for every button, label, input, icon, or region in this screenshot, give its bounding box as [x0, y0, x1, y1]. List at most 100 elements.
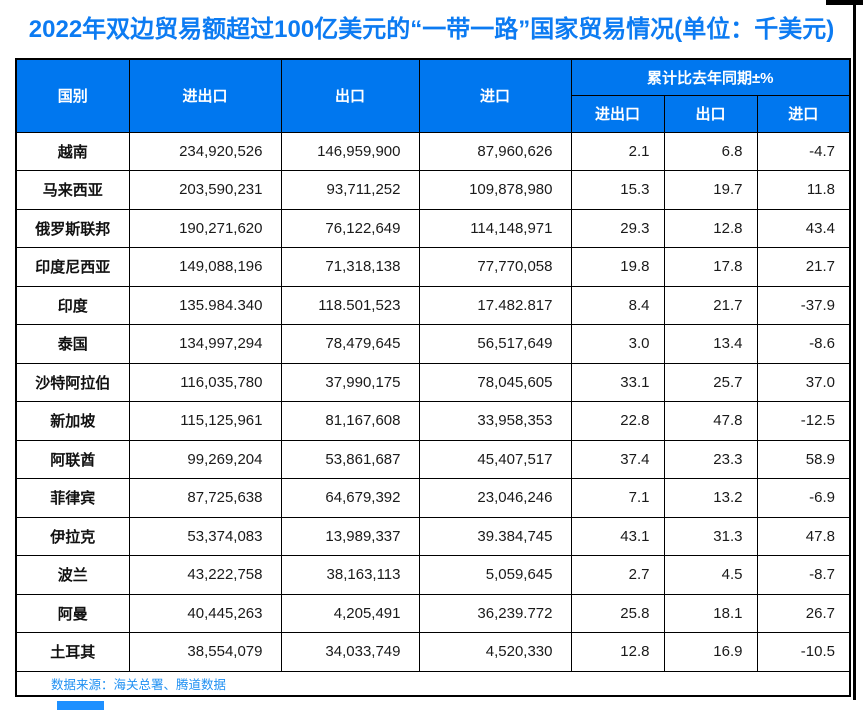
col-header-pct-total: 进出口	[570, 94, 665, 133]
table-row: 泰国 134,997,294 78,479,645 56,517,649 3.0…	[15, 324, 851, 364]
table-row: 印度 135.984.340 118.501,523 17.482.817 8.…	[15, 285, 851, 325]
pct-import-cell: -4.7	[756, 131, 851, 171]
pct-total-cell: 3.0	[570, 324, 665, 364]
pct-total-cell: 7.1	[570, 478, 665, 518]
pct-total-cell: 2.1	[570, 131, 665, 171]
country-cell: 印度尼西亚	[15, 247, 130, 287]
country-cell: 阿联酋	[15, 439, 130, 479]
pct-import-cell: 37.0	[756, 362, 851, 402]
table-row: 阿曼 40,445,263 4,205,491 36,239.772 25.8 …	[15, 593, 851, 633]
import-cell: 36,239.772	[418, 593, 572, 633]
total-trade-cell: 134,997,294	[128, 324, 282, 364]
pct-import-cell: -10.5	[756, 632, 851, 672]
country-cell: 沙特阿拉伯	[15, 362, 130, 402]
total-trade-cell: 53,374,083	[128, 516, 282, 556]
country-cell: 阿曼	[15, 593, 130, 633]
import-cell: 39.384,745	[418, 516, 572, 556]
import-cell: 23,046,246	[418, 478, 572, 518]
table-row: 印度尼西亚 149,088,196 71,318,138 77,770,058 …	[15, 247, 851, 287]
table-row: 马来西亚 203,590,231 93,711,252 109,878,980 …	[15, 170, 851, 210]
header-row-sub: 进出口 出口 进口	[16, 94, 851, 133]
col-header-country: 国别	[15, 58, 130, 133]
total-trade-cell: 234,920,526	[128, 131, 282, 171]
country-cell: 俄罗斯联邦	[15, 208, 130, 248]
pct-total-cell: 33.1	[570, 362, 665, 402]
table-row: 俄罗斯联邦 190,271,620 76,122,649 114,148,971…	[15, 208, 851, 248]
pct-total-cell: 22.8	[570, 401, 665, 441]
import-cell: 5,059,645	[418, 555, 572, 595]
data-source-note: 数据来源：海关总署、腾道数据	[15, 670, 851, 697]
pct-import-cell: 43.4	[756, 208, 851, 248]
bottom-left-blue-artifact	[57, 701, 104, 710]
pct-total-cell: 29.3	[570, 208, 665, 248]
country-cell: 越南	[15, 131, 130, 171]
col-header-pct-export: 出口	[663, 94, 758, 133]
import-cell: 45,407,517	[418, 439, 572, 479]
export-cell: 4,205,491	[280, 593, 420, 633]
pct-total-cell: 12.8	[570, 632, 665, 672]
pct-import-cell: 58.9	[756, 439, 851, 479]
table-row: 越南 234,920,526 146,959,900 87,960,626 2.…	[15, 131, 851, 171]
col-header-export: 出口	[280, 58, 420, 133]
col-header-total: 进出口	[128, 58, 282, 133]
screen-right-edge-line	[853, 0, 856, 700]
country-cell: 新加坡	[15, 401, 130, 441]
table-row: 沙特阿拉伯 116,035,780 37,990,175 78,045,605 …	[15, 362, 851, 402]
export-cell: 34,033,749	[280, 632, 420, 672]
pct-import-cell: 26.7	[756, 593, 851, 633]
pct-total-cell: 25.8	[570, 593, 665, 633]
pct-export-cell: 21.7	[663, 285, 758, 325]
total-trade-cell: 116,035,780	[128, 362, 282, 402]
import-cell: 109,878,980	[418, 170, 572, 210]
pct-import-cell: -12.5	[756, 401, 851, 441]
pct-total-cell: 15.3	[570, 170, 665, 210]
table-header: 国别 进出口 出口 进口 累计比去年同期±% 进出口 出口 进口	[15, 58, 851, 133]
export-cell: 53,861,687	[280, 439, 420, 479]
total-trade-cell: 40,445,263	[128, 593, 282, 633]
table-row: 波兰 43,222,758 38,163,113 5,059,645 2.7 4…	[15, 555, 851, 595]
pct-export-cell: 4.5	[663, 555, 758, 595]
pct-import-cell: -8.7	[756, 555, 851, 595]
country-cell: 波兰	[15, 555, 130, 595]
total-trade-cell: 43,222,758	[128, 555, 282, 595]
country-cell: 马来西亚	[15, 170, 130, 210]
table-footer: 数据来源：海关总署、腾道数据	[15, 670, 851, 697]
total-trade-cell: 135.984.340	[128, 285, 282, 325]
pct-export-cell: 13.2	[663, 478, 758, 518]
import-cell: 4,520,330	[418, 632, 572, 672]
pct-import-cell: -6.9	[756, 478, 851, 518]
header-row-top: 国别 进出口 出口 进口 累计比去年同期±%	[15, 58, 851, 133]
import-cell: 114,148,971	[418, 208, 572, 248]
table-body: 越南 234,920,526 146,959,900 87,960,626 2.…	[15, 131, 851, 672]
pct-export-cell: 17.8	[663, 247, 758, 287]
pct-export-cell: 18.1	[663, 593, 758, 633]
pct-import-cell: 47.8	[756, 516, 851, 556]
screen-top-right-block	[826, 0, 863, 5]
pct-export-cell: 23.3	[663, 439, 758, 479]
table-row: 新加坡 115,125,961 81,167,608 33,958,353 22…	[15, 401, 851, 441]
import-cell: 17.482.817	[418, 285, 572, 325]
total-trade-cell: 87,725,638	[128, 478, 282, 518]
pct-export-cell: 25.7	[663, 362, 758, 402]
export-cell: 37,990,175	[280, 362, 420, 402]
import-cell: 87,960,626	[418, 131, 572, 171]
pct-export-cell: 47.8	[663, 401, 758, 441]
table-row: 菲律宾 87,725,638 64,679,392 23,046,246 7.1…	[15, 478, 851, 518]
col-header-pct-group: 累计比去年同期±%	[570, 58, 851, 96]
export-cell: 13,989,337	[280, 516, 420, 556]
col-header-import: 进口	[418, 58, 572, 133]
export-cell: 118.501,523	[280, 285, 420, 325]
trade-table: 国别 进出口 出口 进口 累计比去年同期±% 进出口 出口 进口 越南 234,…	[15, 58, 851, 697]
page-title: 2022年双边贸易额超过100亿美元的“一带一路”国家贸易情况(单位：千美元)	[28, 16, 835, 43]
source-row: 数据来源：海关总署、腾道数据	[15, 670, 851, 697]
total-trade-cell: 99,269,204	[128, 439, 282, 479]
total-trade-cell: 149,088,196	[128, 247, 282, 287]
export-cell: 64,679,392	[280, 478, 420, 518]
country-cell: 伊拉克	[15, 516, 130, 556]
col-header-pct-import: 进口	[756, 94, 851, 133]
total-trade-cell: 38,554,079	[128, 632, 282, 672]
table-row: 阿联酋 99,269,204 53,861,687 45,407,517 37.…	[15, 439, 851, 479]
pct-export-cell: 6.8	[663, 131, 758, 171]
export-cell: 146,959,900	[280, 131, 420, 171]
import-cell: 33,958,353	[418, 401, 572, 441]
